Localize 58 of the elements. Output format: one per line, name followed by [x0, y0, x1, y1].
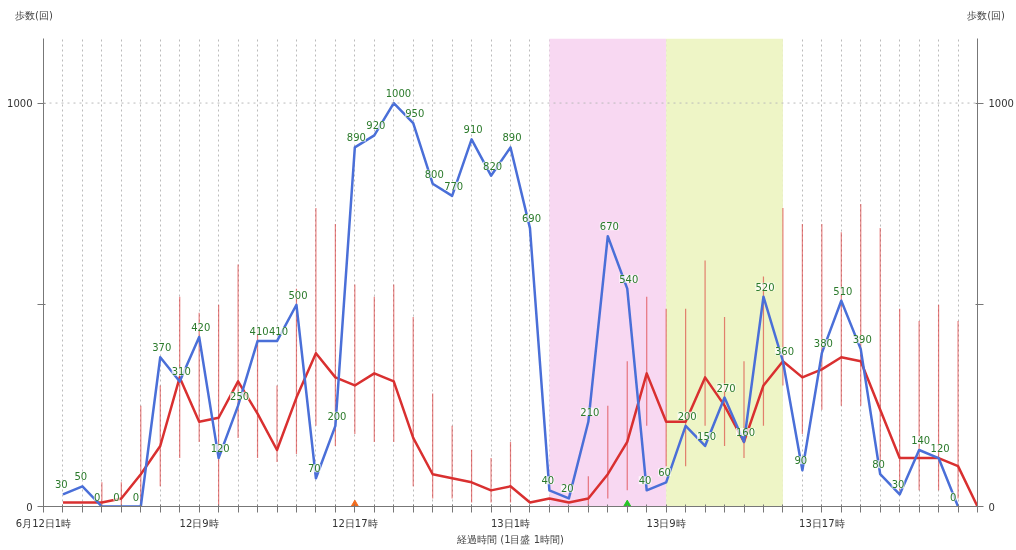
data-label: 910: [463, 124, 483, 136]
data-label: 380: [813, 338, 833, 350]
data-label: 120: [930, 443, 950, 455]
data-label: 0: [93, 491, 101, 503]
data-label: 920: [366, 120, 386, 132]
data-label: 0: [113, 491, 120, 503]
data-label: 140: [911, 435, 931, 447]
data-label: 200: [677, 410, 697, 422]
data-label: 310: [171, 366, 191, 378]
data-label: 360: [774, 346, 795, 358]
data-label: 40: [541, 475, 555, 487]
data-label: 0: [950, 491, 957, 503]
data-label: 500: [288, 289, 308, 301]
data-label: 80: [872, 459, 885, 471]
x-tick-label: 13日9時: [646, 517, 686, 529]
data-label: 30: [891, 479, 905, 491]
data-label: 370: [152, 342, 172, 354]
data-label: 150: [697, 430, 717, 442]
x-axis-title: 経過時間 (1目盛 1時間): [456, 533, 565, 545]
data-label: 0: [132, 491, 140, 503]
data-label: 950: [405, 108, 425, 120]
data-label: 60: [658, 467, 671, 479]
data-label: 520: [755, 281, 775, 293]
data-label: 50: [74, 471, 88, 483]
y2-tick-label: 0: [988, 501, 995, 513]
data-label: 670: [599, 221, 619, 233]
x-tick-label: 13日1時: [490, 517, 531, 529]
data-label: 120: [210, 443, 230, 455]
data-label: 200: [327, 410, 347, 422]
x-tick-label: 12日9時: [179, 517, 219, 529]
data-label: 40: [638, 475, 652, 487]
data-label: 90: [794, 455, 808, 467]
x-tick-label: 12日17時: [332, 517, 378, 529]
data-label: 1000: [385, 88, 412, 100]
data-label: 890: [502, 132, 522, 144]
data-label: 820: [483, 160, 503, 172]
data-label: 410: [269, 326, 289, 338]
x-tick-label: 13日17時: [799, 517, 845, 529]
data-label: 270: [716, 382, 736, 394]
data-label: 20: [560, 483, 574, 495]
y2-axis-title: 歩数(回): [967, 9, 1005, 23]
x-tick-label: 6月12日1時: [15, 517, 72, 529]
data-label: 390: [852, 334, 872, 346]
data-label: 410: [249, 326, 269, 338]
data-label: 540: [619, 273, 639, 285]
data-label: 510: [833, 285, 853, 297]
data-label: 30: [54, 479, 68, 491]
data-label: 800: [424, 168, 444, 180]
data-label: 890: [346, 132, 366, 144]
data-label: 420: [191, 322, 211, 334]
data-label: 70: [307, 463, 321, 475]
y2-tick-label: 1000: [988, 98, 1014, 110]
data-label: 770: [444, 180, 464, 192]
data-label: 210: [580, 406, 600, 418]
data-label: 160: [736, 426, 756, 438]
y-axis-title: 歩数(回): [15, 9, 53, 23]
data-label: 690: [521, 213, 542, 225]
data-label: 250: [230, 390, 250, 402]
